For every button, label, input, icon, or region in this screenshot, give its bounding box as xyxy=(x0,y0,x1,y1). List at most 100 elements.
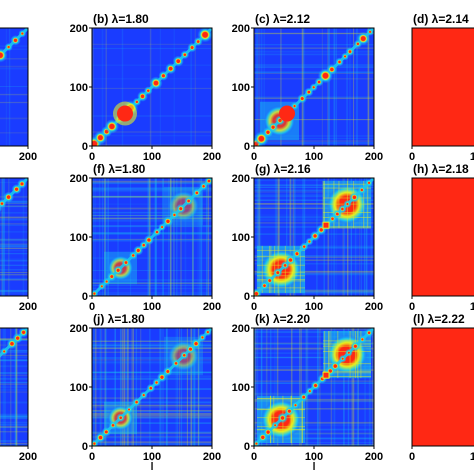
diagonal-blob xyxy=(172,212,177,218)
panel-title: (k) λ=2.20 xyxy=(255,312,310,326)
diagonal-blob xyxy=(145,88,151,93)
diagonal-blob xyxy=(334,211,340,217)
diagonal-blob xyxy=(115,267,122,274)
diagonal-blob xyxy=(13,186,20,193)
diagonal-blob xyxy=(134,99,139,105)
diagonal-blob xyxy=(200,335,205,340)
heatmap-d xyxy=(412,28,474,146)
diagonal-blob xyxy=(5,193,12,201)
diagonal-blob xyxy=(139,92,146,100)
panel-g: (g) λ=2.16 0 100 200 0 100 200 xyxy=(232,162,384,313)
x-tick-label: 200 xyxy=(365,301,383,313)
diagonal-blob xyxy=(286,408,293,415)
diagonal-blob xyxy=(118,415,124,421)
heatmap-background xyxy=(412,178,474,296)
diagonal-blob xyxy=(345,202,350,207)
diagonal-blob xyxy=(189,44,195,51)
diagonal-blob xyxy=(340,356,345,361)
diagonal-blob xyxy=(174,57,182,65)
y-tick-label: 200 xyxy=(232,173,250,185)
marker-square xyxy=(322,221,330,229)
y-tick-label: 100 xyxy=(232,82,250,94)
diagonal-blob xyxy=(92,441,97,446)
x-tick-label: 0 xyxy=(409,301,415,313)
panel-title: (j) λ=1.80 xyxy=(93,312,145,326)
panel-title: (f) λ=1.80 xyxy=(93,162,146,176)
diagonal-blob xyxy=(358,33,368,44)
panel-i: 200 xyxy=(0,327,37,463)
x-tick-label: 200 xyxy=(365,151,383,163)
panel-title: (d) λ=2.14 xyxy=(413,12,469,26)
diagonal-blob xyxy=(110,422,116,428)
diagonal-blob xyxy=(337,59,342,65)
panel-title: (g) λ=2.16 xyxy=(255,162,311,176)
diagonal-blob xyxy=(299,95,306,102)
x-tick-label: 200 xyxy=(19,301,37,313)
heatmap-h xyxy=(412,178,474,296)
panel-h: (h) λ=2.18 0 10 xyxy=(409,162,474,313)
diagonal-blob xyxy=(287,256,294,264)
y-tick-label: 100 xyxy=(70,232,88,244)
x-tick-label: 0 xyxy=(409,451,415,463)
diagonal-blob xyxy=(256,133,267,145)
y-tick-label: 200 xyxy=(70,323,88,335)
panel-frame xyxy=(0,327,29,447)
diagonal-blob xyxy=(14,335,21,342)
diagonal-blob xyxy=(279,414,286,422)
diagonal-blob xyxy=(92,291,97,296)
diagonal-blob xyxy=(187,346,194,353)
diagonal-blob xyxy=(97,434,104,441)
heatmap-a xyxy=(0,28,28,146)
x-tick-label: 200 xyxy=(203,301,221,313)
diagonal-blob xyxy=(154,380,159,385)
diagonal-blob xyxy=(347,49,353,55)
diagonal-blob xyxy=(12,37,19,44)
diagonal-blob xyxy=(194,190,200,196)
y-tick-label: 0 xyxy=(244,441,250,453)
diagonal-blob xyxy=(167,65,175,73)
panel-j: (j) λ=1.80 0 100 200 0 100 200 xyxy=(70,312,222,463)
x-tick-label: 100 xyxy=(305,301,323,313)
x-tick-label: 100 xyxy=(305,451,323,463)
panel-frame xyxy=(411,27,474,147)
heatmap-background xyxy=(412,328,474,446)
diagonal-blob xyxy=(311,232,319,240)
x-tick-label: 100 xyxy=(305,151,323,163)
heatmap-f xyxy=(92,178,212,296)
diagonal-blob xyxy=(186,198,192,204)
diagonal-blob xyxy=(158,374,166,381)
x-tick-label: 0 xyxy=(89,301,95,313)
diagonal-blob xyxy=(359,187,365,193)
diagonal-blob xyxy=(267,277,273,284)
x-tick-label: 200 xyxy=(19,451,37,463)
x-tick-label: 200 xyxy=(365,451,383,463)
diagonal-blob xyxy=(293,403,298,408)
diagonal-blob xyxy=(366,330,372,336)
diagonal-blob xyxy=(154,229,160,235)
y-tick-label: 0 xyxy=(244,291,250,303)
heatmap-k xyxy=(254,328,374,446)
diagonal-blob xyxy=(367,180,371,185)
y-tick-label: 200 xyxy=(232,323,250,335)
diagonal-blob xyxy=(109,273,115,280)
diagonal-blob xyxy=(205,330,210,335)
x-tick-label: 0 xyxy=(89,151,95,163)
diagonal-blob xyxy=(148,385,154,391)
diagonal-blob xyxy=(164,218,172,225)
diagonal-blob xyxy=(273,423,277,428)
diagonal-blob xyxy=(177,205,184,212)
heatmap-j xyxy=(92,328,212,446)
x-tick-label: 100 xyxy=(143,301,161,313)
diagonal-blob xyxy=(160,225,164,229)
diagonal-blob xyxy=(301,244,307,249)
x-tick-label: 100 xyxy=(143,451,161,463)
diagonal-blob xyxy=(103,429,110,435)
x-axis-label: i xyxy=(312,457,315,474)
y-tick-label: 0 xyxy=(244,141,250,153)
panel-frame xyxy=(0,177,29,297)
y-tick-label: 200 xyxy=(232,23,250,35)
heatmap-i xyxy=(0,328,28,446)
diagonal-blob xyxy=(331,362,339,370)
x-tick-label: 200 xyxy=(203,451,221,463)
